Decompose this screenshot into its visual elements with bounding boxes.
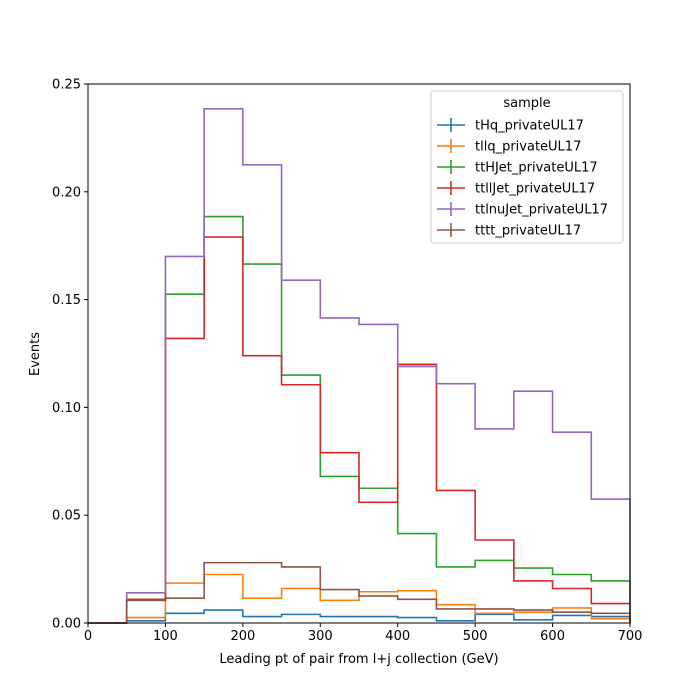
y-tick-label: 0.00 xyxy=(52,617,81,632)
series-line-thq-privateul17 xyxy=(88,609,631,624)
legend-item-thq-privateul17: tHq_privateUL17 xyxy=(437,118,584,134)
legend-label: ttlnuJet_privateUL17 xyxy=(475,203,608,218)
legend-label: tttt_privateUL17 xyxy=(475,224,581,239)
y-tick-label: 0.05 xyxy=(52,509,81,524)
x-tick-label: 500 xyxy=(463,629,488,644)
y-tick-label: 0.20 xyxy=(52,185,81,200)
x-tick-label: 600 xyxy=(540,629,565,644)
series-line-ttlljet-privateul17 xyxy=(88,236,631,624)
x-axis: 0 100 200 300 400 500 600 700 xyxy=(84,623,643,644)
legend-item-ttlljet-privateul17: ttllJet_privateUL17 xyxy=(437,181,595,197)
legend-item-tttt-privateul17: tttt_privateUL17 xyxy=(437,223,581,239)
x-tick-label: 200 xyxy=(230,629,255,644)
x-axis-label: Leading pt of pair from l+j collection (… xyxy=(219,652,498,667)
x-tick-label: 400 xyxy=(385,629,410,644)
legend-label: ttHJet_privateUL17 xyxy=(475,161,598,176)
legend-item-tllq-privateul17: tllq_privateUL17 xyxy=(437,139,581,155)
series-layer xyxy=(88,107,631,624)
x-tick-label: 300 xyxy=(308,629,333,644)
legend-label: tllq_privateUL17 xyxy=(475,140,581,155)
y-axis: 0.00 0.05 0.10 0.15 0.20 0.25 xyxy=(52,78,88,632)
series-line-ttlnujet-privateul17 xyxy=(88,107,631,624)
x-tick-label: 0 xyxy=(84,629,92,644)
legend-label: tHq_privateUL17 xyxy=(475,119,584,134)
legend-title: sample xyxy=(503,96,550,111)
series-line-tthjet-privateul17 xyxy=(88,215,631,624)
x-tick-label: 700 xyxy=(618,629,643,644)
x-tick-label: 100 xyxy=(153,629,178,644)
legend-box xyxy=(430,90,624,244)
y-tick-label: 0.15 xyxy=(52,293,81,308)
y-tick-label: 0.10 xyxy=(52,401,81,416)
legend: sample tHq_privateUL17 tllq_privateUL17tt… xyxy=(430,90,624,244)
legend-item-ttlnujet-privateul17: ttlnuJet_privateUL17 xyxy=(437,202,608,218)
series-line-tttt-privateul17 xyxy=(88,561,631,624)
plot-frame xyxy=(87,83,631,624)
y-tick-label: 0.25 xyxy=(52,78,81,93)
y-axis-label: Events xyxy=(28,332,43,376)
legend-item-tthjet-privateul17: ttHJet_privateUL17 xyxy=(437,160,598,176)
legend-label: ttllJet_privateUL17 xyxy=(475,182,595,197)
